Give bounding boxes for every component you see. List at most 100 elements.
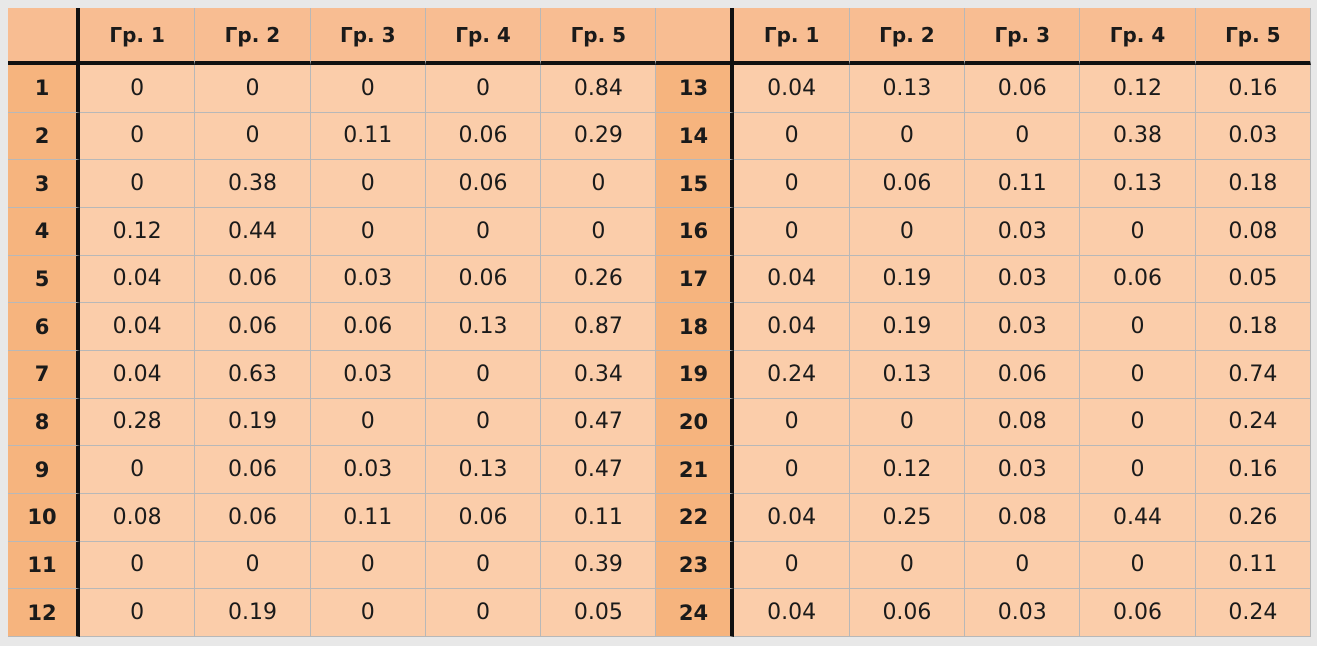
value-cell: 0.05: [1195, 255, 1311, 304]
value-cell: 0.04: [734, 65, 850, 113]
table-row: 4 0.12 0.44 0 0 0 16 0 0 0.03 0 0.08: [8, 207, 1311, 256]
value-cell: 0: [849, 112, 966, 161]
table-row: 2 0 0 0.11 0.06 0.29 14 0 0 0 0.38 0.03: [8, 112, 1311, 161]
value-cell: 0.06: [849, 589, 966, 637]
value-cell: 0.12: [80, 207, 196, 256]
value-cell: 0.19: [195, 398, 311, 447]
header-row: Гр. 1 Гр. 2 Гр. 3 Гр. 4 Гр. 5 Гр. 1 Гр. …: [8, 8, 1311, 65]
value-cell: 0: [734, 160, 850, 208]
value-cell: 0: [1080, 303, 1196, 351]
value-cell: 0.03: [965, 589, 1081, 637]
value-cell: 0.47: [541, 446, 657, 494]
value-cell: 0: [80, 541, 196, 590]
value-cell: 0: [310, 541, 426, 590]
row-label: 2: [8, 112, 80, 161]
value-cell: 0.12: [849, 446, 966, 494]
value-cell: 0.04: [734, 255, 850, 304]
value-cell: 0.34: [541, 350, 657, 399]
value-cell: 0.16: [1195, 446, 1311, 494]
value-cell: 0.06: [195, 446, 311, 494]
value-cell: 0.03: [310, 255, 426, 304]
value-cell: 0.06: [425, 112, 542, 161]
value-cell: 0.04: [734, 303, 850, 351]
value-cell: 0.24: [1195, 589, 1311, 637]
column-header-group-5: Гр. 5: [541, 8, 657, 65]
row-label: 24: [656, 589, 735, 637]
value-cell: 0.08: [1195, 207, 1311, 256]
table-row: 6 0.04 0.06 0.06 0.13 0.87 18 0.04 0.19 0.03 0 0.18: [8, 303, 1311, 351]
value-cell: 0.63: [195, 350, 311, 399]
value-cell: 0: [1080, 541, 1196, 590]
value-cell: 0.03: [965, 303, 1081, 351]
value-cell: 0.04: [734, 589, 850, 637]
value-cell: 0: [1080, 350, 1196, 399]
value-cell: 0.11: [1195, 541, 1311, 590]
value-cell: 0.03: [965, 255, 1081, 304]
value-cell: 0.08: [965, 493, 1081, 542]
value-cell: 0: [541, 207, 657, 256]
value-cell: 0: [425, 350, 542, 399]
row-label: 20: [656, 398, 735, 447]
value-cell: 0: [195, 112, 311, 161]
value-cell: 0: [734, 112, 850, 161]
value-cell: 0.06: [425, 255, 542, 304]
corner-header-left: [8, 8, 80, 65]
value-cell: 0.19: [195, 589, 311, 637]
value-cell: 0.44: [1080, 493, 1196, 542]
value-cell: 0: [965, 541, 1081, 590]
value-cell: 0.25: [849, 493, 966, 542]
value-cell: 0: [310, 589, 426, 637]
column-header-group-1: Гр. 1: [80, 8, 196, 65]
value-cell: 0.47: [541, 398, 657, 447]
row-label: 12: [8, 589, 80, 637]
value-cell: 0: [310, 398, 426, 447]
row-label: 1: [8, 65, 80, 113]
row-label: 17: [656, 255, 735, 304]
row-label: 6: [8, 303, 80, 351]
value-cell: 0.39: [541, 541, 657, 590]
value-cell: 0.06: [425, 493, 542, 542]
value-cell: 0: [849, 541, 966, 590]
value-cell: 0.11: [965, 160, 1081, 208]
value-cell: 0.06: [310, 303, 426, 351]
value-cell: 0: [734, 207, 850, 256]
value-cell: 0.08: [965, 398, 1081, 447]
value-cell: 0: [425, 589, 542, 637]
table-row: 7 0.04 0.63 0.03 0 0.34 19 0.24 0.13 0.06 0 0.74: [8, 350, 1311, 399]
value-cell: 0: [734, 398, 850, 447]
value-cell: 0.06: [849, 160, 966, 208]
value-cell: 0.03: [1195, 112, 1311, 161]
value-cell: 0.24: [734, 350, 850, 399]
value-cell: 0.06: [965, 350, 1081, 399]
column-header-group-3: Гр. 3: [965, 8, 1081, 65]
value-cell: 0: [310, 65, 426, 113]
value-cell: 0: [195, 65, 311, 113]
value-cell: 0: [80, 112, 196, 161]
table-frame: Гр. 1 Гр. 2 Гр. 3 Гр. 4 Гр. 5 Гр. 1 Гр. …: [8, 8, 1311, 637]
table-row: 12 0 0.19 0 0 0.05 24 0.04 0.06 0.03 0.06 0.24: [8, 589, 1311, 637]
value-cell: 0.03: [965, 446, 1081, 494]
value-cell: 0.18: [1195, 160, 1311, 208]
row-label: 23: [656, 541, 735, 590]
row-label: 11: [8, 541, 80, 590]
value-cell: 0.03: [310, 446, 426, 494]
value-cell: 0.04: [80, 303, 196, 351]
row-label: 7: [8, 350, 80, 399]
value-cell: 0: [425, 65, 542, 113]
row-label: 18: [656, 303, 735, 351]
value-cell: 0.06: [425, 160, 542, 208]
value-cell: 0: [310, 160, 426, 208]
row-label: 10: [8, 493, 80, 542]
corner-header-right: [656, 8, 735, 65]
value-cell: 0.29: [541, 112, 657, 161]
value-cell: 0: [1080, 207, 1196, 256]
value-cell: 0: [80, 446, 196, 494]
value-cell: 0: [849, 207, 966, 256]
value-cell: 0: [849, 398, 966, 447]
row-label: 3: [8, 160, 80, 208]
column-header-group-3: Гр. 3: [310, 8, 426, 65]
value-cell: 0.06: [965, 65, 1081, 113]
data-table: Гр. 1 Гр. 2 Гр. 3 Гр. 4 Гр. 5 Гр. 1 Гр. …: [8, 8, 1311, 637]
row-label: 22: [656, 493, 735, 542]
row-label: 15: [656, 160, 735, 208]
